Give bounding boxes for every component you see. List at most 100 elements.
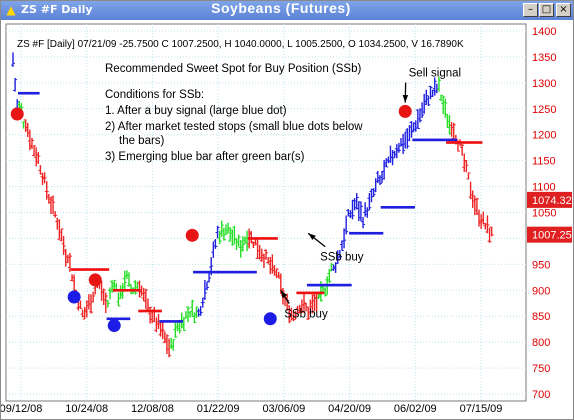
stop-dot <box>410 206 413 209</box>
stop-dot <box>216 270 219 274</box>
maximize-button[interactable]: □ <box>539 3 554 17</box>
sell-signal-dot <box>88 273 102 287</box>
stop-dot <box>403 206 407 209</box>
stop-dot <box>370 231 373 235</box>
stop-dot <box>205 270 209 274</box>
annotation-label: Sell signal <box>409 67 461 79</box>
stop-dot <box>203 270 207 274</box>
stop-dot <box>416 138 420 142</box>
stop-dot <box>338 283 342 287</box>
sell-signal-dot <box>185 228 199 242</box>
stop-dot <box>359 231 363 235</box>
y-tick-label: 1150 <box>532 156 556 168</box>
stop-dot <box>302 291 306 295</box>
stop-dot <box>159 320 162 323</box>
stop-dot <box>446 141 449 144</box>
stop-dot <box>361 231 365 235</box>
stop-dot <box>391 206 394 209</box>
y-tick-label: 1100 <box>532 182 556 194</box>
x-tick-label: 09/12/08 <box>1 403 42 415</box>
sell-signal-dot <box>398 104 412 118</box>
stop-dot <box>268 237 272 240</box>
stop-dot <box>342 283 346 287</box>
stop-dot <box>372 231 375 235</box>
window-title: ZS #F Daily <box>21 3 93 16</box>
stop-dot <box>167 320 171 323</box>
stop-dot <box>79 268 82 271</box>
stop-dot <box>332 283 335 287</box>
stop-dot <box>321 283 325 287</box>
stop-dot <box>197 270 200 274</box>
stop-dot <box>209 270 213 274</box>
title-bar[interactable]: ▲ ZS #F Daily Soybeans (Futures) – □ × <box>1 0 573 20</box>
stop-dot <box>422 138 426 142</box>
stop-dot <box>458 141 462 144</box>
stop-dot <box>427 138 430 142</box>
stop-dot <box>254 237 257 240</box>
stop-dot <box>420 138 424 142</box>
stop-dot <box>70 268 74 271</box>
stop-dot <box>129 288 133 292</box>
stop-dot <box>243 270 247 274</box>
price-label-box <box>527 191 572 208</box>
stop-dot <box>441 138 445 142</box>
stop-dot <box>397 206 401 209</box>
stop-dot <box>136 288 139 292</box>
stop-dot <box>93 268 97 271</box>
stop-dot <box>85 268 89 271</box>
x-tick-label: 07/15/09 <box>460 403 503 415</box>
x-tick-label: 01/22/09 <box>197 403 240 415</box>
condition-line: 2) After market tested stops (small blue… <box>105 121 363 133</box>
stop-dot <box>469 141 472 144</box>
stop-dot <box>264 237 268 240</box>
stop-dot <box>142 309 146 313</box>
stop-dots <box>18 91 483 323</box>
stop-dot <box>207 270 211 274</box>
stop-dot <box>34 91 38 95</box>
stop-dot <box>96 268 99 271</box>
stop-dot <box>123 288 127 292</box>
stop-dot <box>176 320 179 323</box>
stop-dot <box>266 237 270 240</box>
stop-dot <box>460 141 464 144</box>
stop-dot <box>252 237 255 240</box>
stop-dot <box>353 231 356 235</box>
stop-dot <box>237 270 240 274</box>
stop-dot <box>83 268 86 271</box>
close-button[interactable]: × <box>556 3 571 17</box>
stop-dot <box>220 270 224 274</box>
stop-dot <box>273 237 276 240</box>
chart-icon: ▲ <box>6 3 16 17</box>
x-tick-label: 03/06/09 <box>262 403 305 415</box>
stop-dot <box>319 283 323 287</box>
stop-dot <box>18 91 21 95</box>
stop-dot <box>435 138 439 142</box>
price-label-text: 1007.25 <box>532 230 572 242</box>
sell-signal-dot <box>10 107 24 121</box>
stop-dot <box>311 283 314 287</box>
stop-dot <box>212 270 215 274</box>
stop-dot <box>72 268 76 271</box>
stop-dot <box>74 268 78 271</box>
stop-dot <box>131 288 135 292</box>
minimize-icon: – <box>528 4 533 15</box>
stop-dot <box>155 309 158 313</box>
minimize-button[interactable]: – <box>523 3 538 17</box>
y-tick-label: 950 <box>532 259 550 271</box>
buy-signal-dot <box>67 290 81 304</box>
stop-dot <box>450 138 453 142</box>
stop-dot <box>315 283 318 287</box>
stop-dot <box>321 291 325 295</box>
stop-dot <box>317 283 321 287</box>
stop-dot <box>355 231 359 235</box>
stop-dot <box>425 138 428 142</box>
stop-dot <box>325 283 329 287</box>
stop-dot <box>104 268 108 271</box>
stop-dot <box>112 317 116 321</box>
stop-dot <box>106 268 110 271</box>
chart-header: ZS #F [Daily] 07/21/09 -25.7500 C 1007.2… <box>17 39 464 50</box>
stop-dot <box>365 231 369 235</box>
stop-dot <box>477 141 481 144</box>
stop-dot <box>106 317 110 321</box>
stop-dot <box>309 291 312 295</box>
